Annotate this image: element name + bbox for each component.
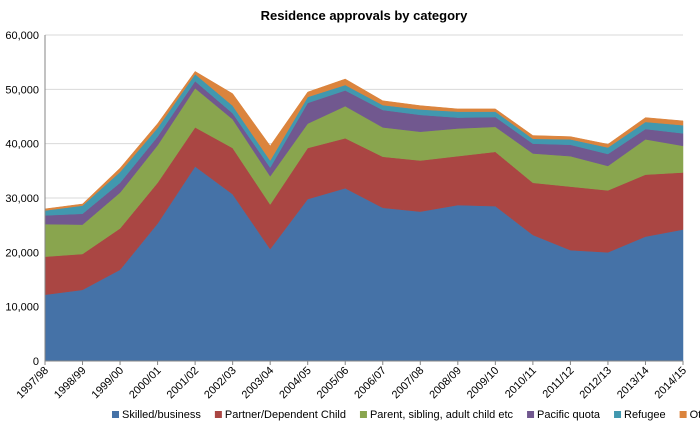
legend: Skilled/business Partner/Dependent Child P… <box>112 409 700 421</box>
x-tick-label: 2011/12 <box>541 365 577 401</box>
legend-swatch <box>614 411 622 418</box>
legend-swatch <box>359 411 367 418</box>
x-tick-label: 2014/15 <box>653 365 690 402</box>
x-tick-label: 2002/03 <box>202 365 239 402</box>
x-tick-label: 2012/13 <box>577 365 614 402</box>
x-tick-label: 2010/11 <box>503 365 539 401</box>
x-tick-label: 1999/00 <box>90 365 127 402</box>
x-tick-label: 1998/99 <box>52 365 89 402</box>
x-tick-label: 2013/14 <box>615 365 652 402</box>
x-tick-label: 2003/04 <box>240 365 277 402</box>
area-other <box>44 71 684 211</box>
legend-label: Parent, sibling, adult child etc <box>370 409 514 421</box>
legend-swatch <box>112 411 119 418</box>
x-tick-label: 2006/07 <box>352 365 389 402</box>
legend-swatch <box>527 411 535 418</box>
legend-swatch <box>679 411 687 418</box>
x-tick-label: 2008/09 <box>427 365 464 402</box>
legend-label: Pacific quota <box>537 409 601 421</box>
x-tick-label: 2009/10 <box>465 365 502 402</box>
x-tick-label: 1997/98 <box>15 365 52 402</box>
y-tick-label: 50,000 <box>5 84 39 96</box>
legend-label: Skilled/business <box>122 409 201 421</box>
y-tick-label: 10,000 <box>5 302 39 314</box>
legend-label: Other <box>690 409 700 421</box>
area-series <box>44 71 684 362</box>
y-tick-label: 0 <box>33 356 39 368</box>
y-tick-label: 40,000 <box>5 139 39 151</box>
y-tick-label: 60,000 <box>5 30 39 42</box>
x-tick-label: 2005/06 <box>315 365 352 402</box>
y-tick-label: 30,000 <box>5 193 39 205</box>
legend-swatch <box>214 411 222 418</box>
legend-label: Refugee <box>624 409 666 421</box>
x-tick-label: 2001/02 <box>165 365 202 402</box>
legend-label: Partner/Dependent Child <box>225 409 346 421</box>
y-tick-label: 20,000 <box>5 247 39 259</box>
chart-title: Residence approvals by category <box>261 8 468 23</box>
x-tick-label: 2007/08 <box>390 365 427 402</box>
x-tick-label: 2004/05 <box>277 365 314 402</box>
x-tick-label: 2000/01 <box>127 365 164 402</box>
